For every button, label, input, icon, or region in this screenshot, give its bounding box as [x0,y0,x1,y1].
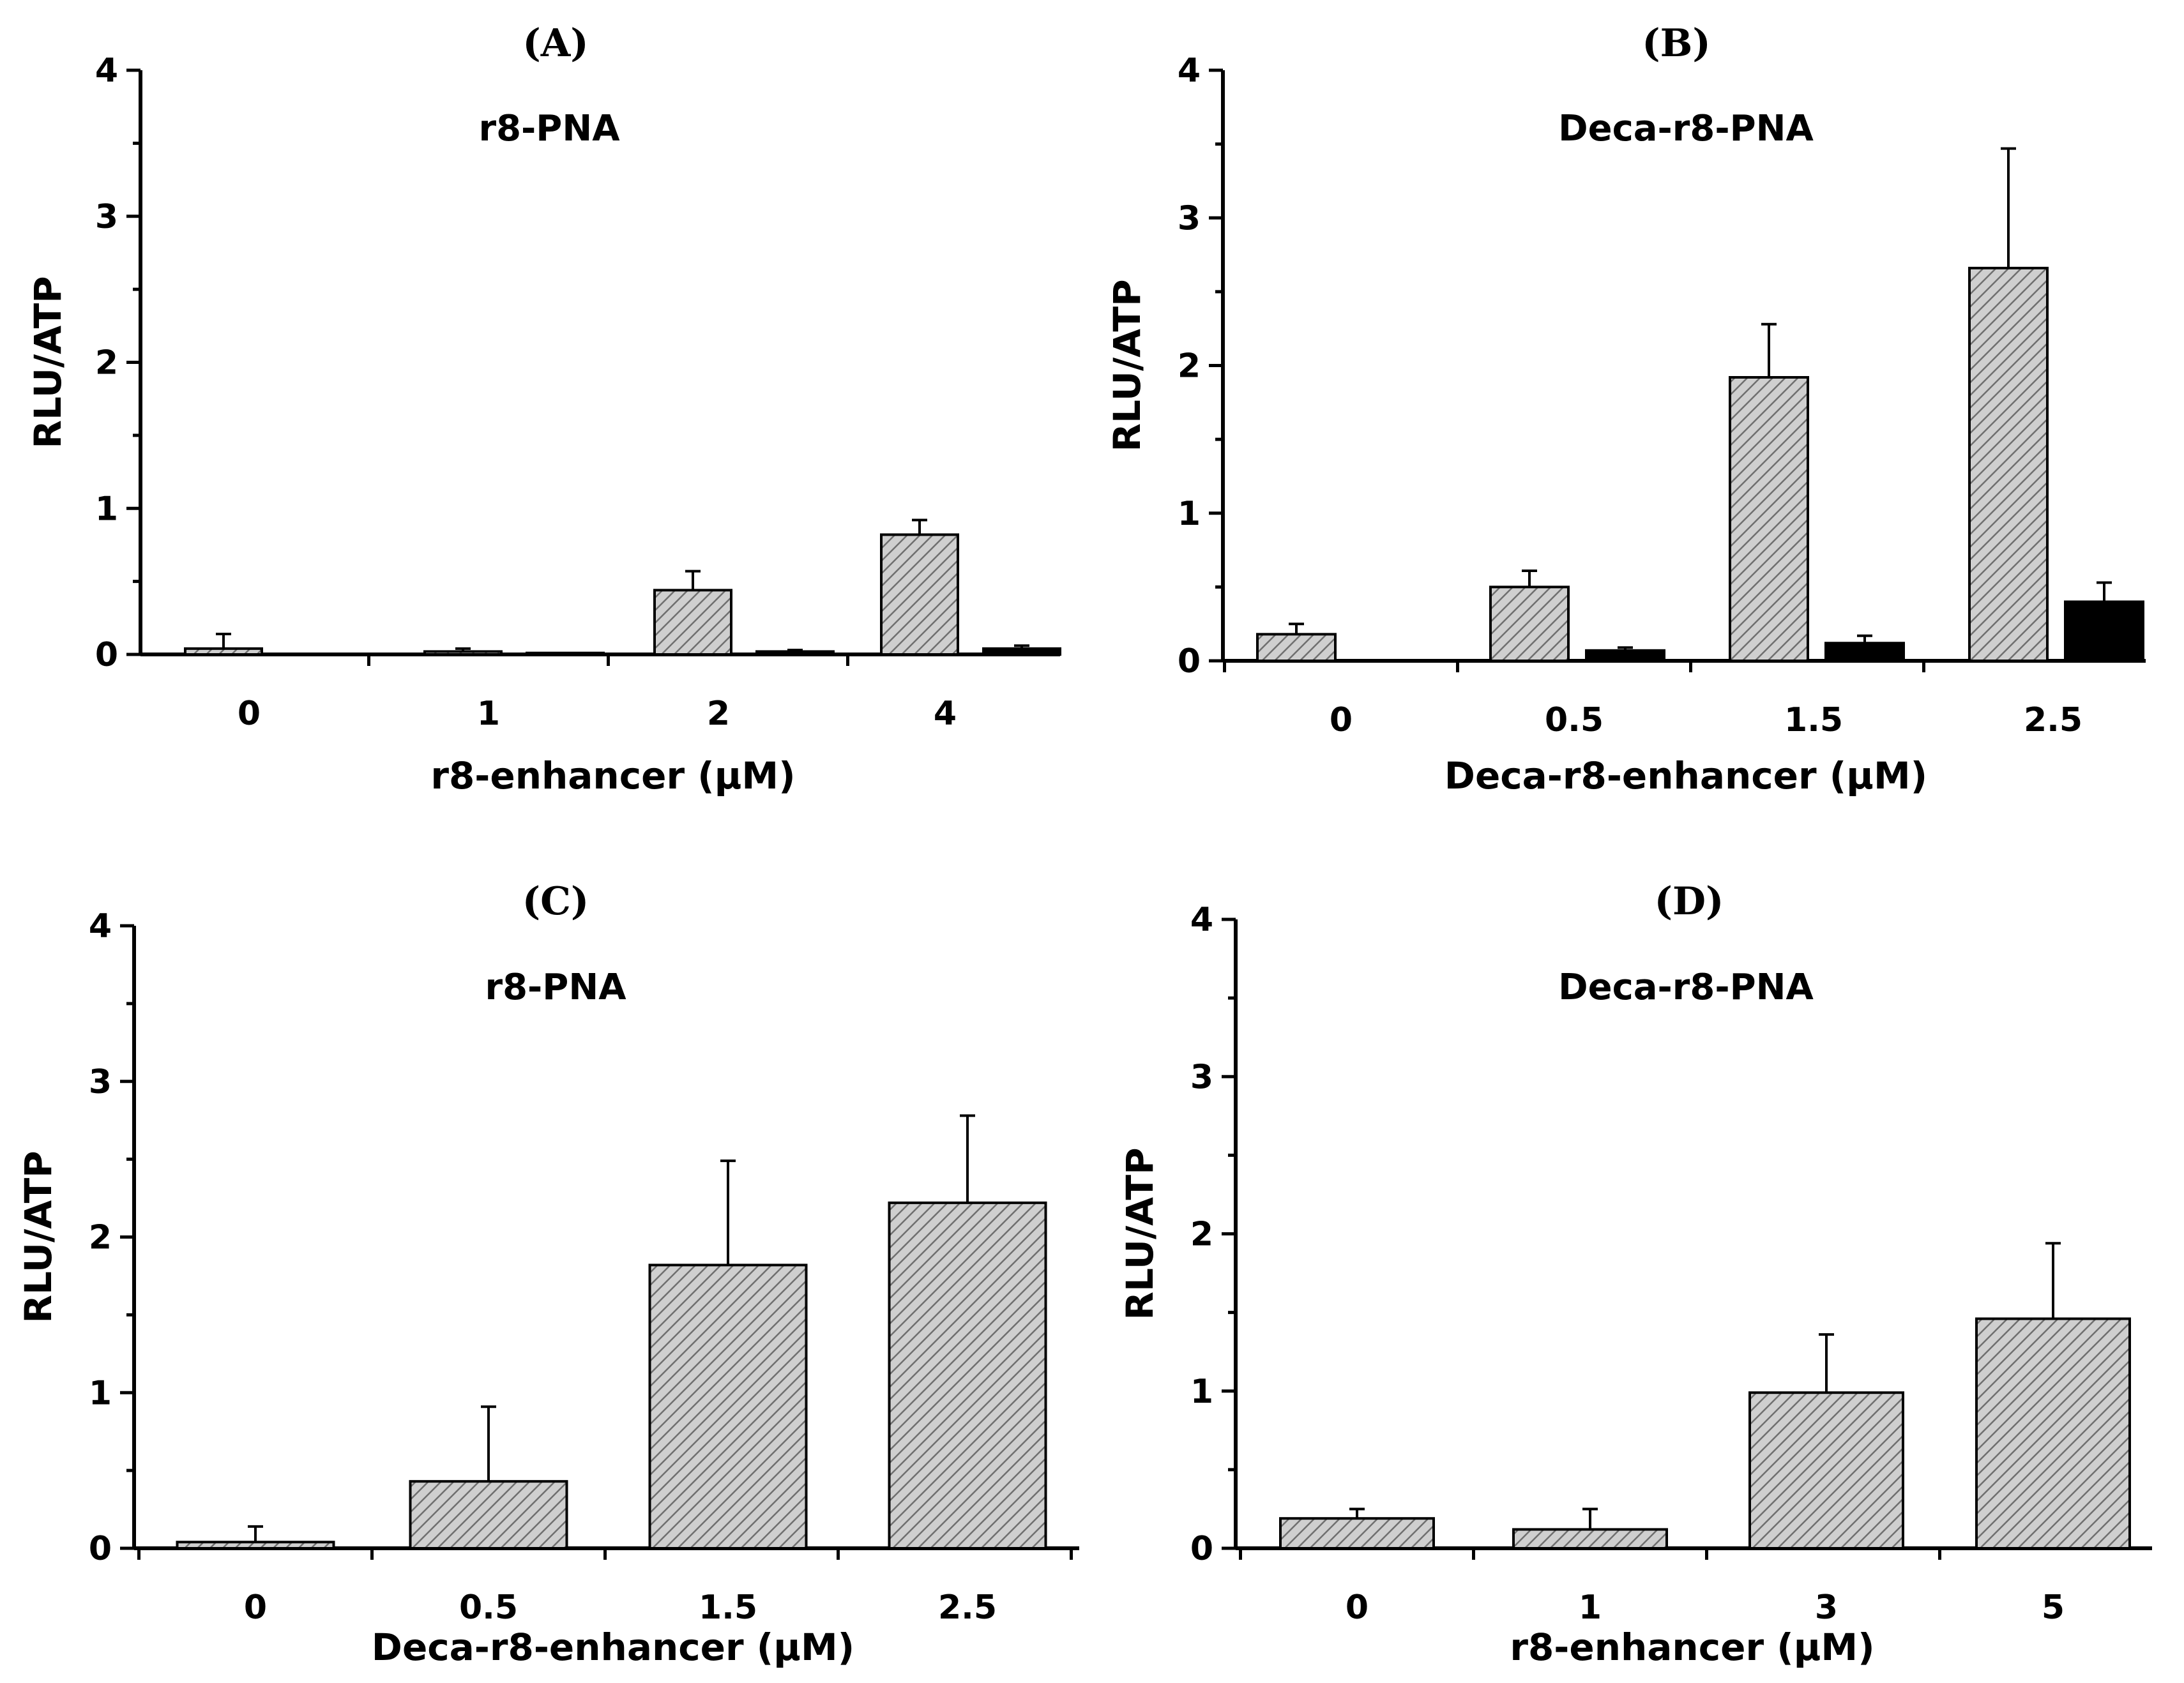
y-tick-label: 4 [1178,52,1201,90]
panel-label: (C) [522,879,589,924]
bar-hatched [176,1541,335,1550]
bar-hatched [1256,633,1337,662]
y-tick-label: 4 [95,52,118,90]
x-tick-label: 2.5 [2024,701,2082,739]
chart-title: Deca-r8-PNA [1558,967,1814,1008]
y-tick-label: 2 [1178,347,1201,386]
panel-label: (A) [522,21,588,66]
y-tick-label: 4 [1190,901,1213,939]
x-tick-label: 1.5 [1784,701,1843,739]
x-tick-label: 0.5 [459,1589,518,1627]
x-tick-label: 0 [1330,701,1353,739]
y-tick-label: 3 [89,1063,112,1101]
bar-solid [755,650,835,656]
bar-hatched [653,589,732,656]
bar-solid [1824,642,1905,662]
x-tick-label: 0 [1346,1589,1369,1627]
chart-title: r8-PNA [485,967,626,1008]
bar-hatched [880,533,959,656]
x-axis-label: r8-enhancer (μM) [430,754,795,797]
x-tick-label: 3 [1815,1589,1838,1627]
x-tick-label: 0 [238,695,261,733]
bar-hatched [648,1264,808,1550]
chart-panel-a: (A) r8-PNA 0 1 2 3 4 0 1 2 4 r8-enhancer (μM) RLU/AT… [26,21,1061,797]
x-tick-label: 2.5 [938,1589,997,1627]
bar-hatched [1279,1517,1435,1550]
y-tick-label: 4 [89,907,112,946]
bar-solid [982,647,1061,656]
x-tick-label: 2 [707,695,730,733]
y-tick-label: 0 [95,636,118,674]
bar-hatched [184,647,263,656]
bar-hatched [423,650,503,656]
chart-title: r8-PNA [478,108,620,149]
bar-hatched [1748,1391,1904,1550]
panel-label: (D) [1655,879,1724,924]
y-tick-label: 0 [89,1530,112,1568]
bar-solid [2064,600,2144,662]
x-axis-label: Deca-r8-enhancer (μM) [372,1626,854,1669]
bar-solid [526,651,605,656]
y-axis-label: RLU/ATP [1118,1147,1162,1320]
chart-panel-c: (C) r8-PNA 0 1 2 3 4 0 0.5 1.5 2.5 Deca-r8-enhancer… [17,879,1079,1669]
x-tick-label: 0.5 [1545,701,1604,739]
bar-hatched [1489,585,1570,662]
chart-panel-d: (D) Deca-r8-PNA 0 1 2 3 4 0 1 3 5 r8-enhancer (μM) R… [1118,879,2152,1669]
bar-hatched [1975,1317,2131,1550]
x-axis-label: r8-enhancer (μM) [1510,1626,1874,1669]
y-tick-label: 2 [95,344,118,382]
y-axis-label: RLU/ATP [26,276,70,448]
bar-solid [1585,649,1665,662]
bar-hatched [1512,1528,1668,1550]
y-tick-label: 0 [1190,1530,1213,1568]
x-tick-label: 1 [477,695,500,733]
y-tick-label: 0 [1178,642,1201,681]
y-tick-label: 3 [1178,199,1201,238]
bar-hatched [1968,266,2049,662]
y-tick-label: 2 [1190,1216,1213,1254]
x-axis-label: Deca-r8-enhancer (μM) [1445,754,1927,797]
y-tick-label: 3 [1190,1058,1213,1096]
x-tick-label: 4 [934,695,957,733]
y-tick-label: 1 [1190,1373,1213,1411]
x-tick-label: 5 [2042,1589,2065,1627]
x-tick-label: 1 [1579,1589,1602,1627]
bar-hatched [409,1480,568,1550]
bar-hatched [1729,376,1809,662]
y-tick-label: 2 [89,1219,112,1257]
x-tick-label: 0 [244,1589,267,1627]
y-axis-label: RLU/ATP [17,1151,60,1323]
y-axis-label: RLU/ATP [1105,279,1149,451]
chart-title: Deca-r8-PNA [1558,108,1814,149]
chart-panel-b: (B) Deca-r8-PNA 0 1 2 3 4 0 0.5 1.5 2.5 Deca-r8-enh… [1105,21,2146,797]
y-tick-label: 1 [1178,495,1201,533]
panel-label: (B) [1642,21,1711,66]
x-tick-label: 1.5 [699,1589,757,1627]
y-tick-label: 1 [95,490,118,528]
bar-hatched [888,1201,1047,1550]
y-tick-label: 1 [89,1374,112,1412]
y-tick-label: 3 [95,198,118,236]
